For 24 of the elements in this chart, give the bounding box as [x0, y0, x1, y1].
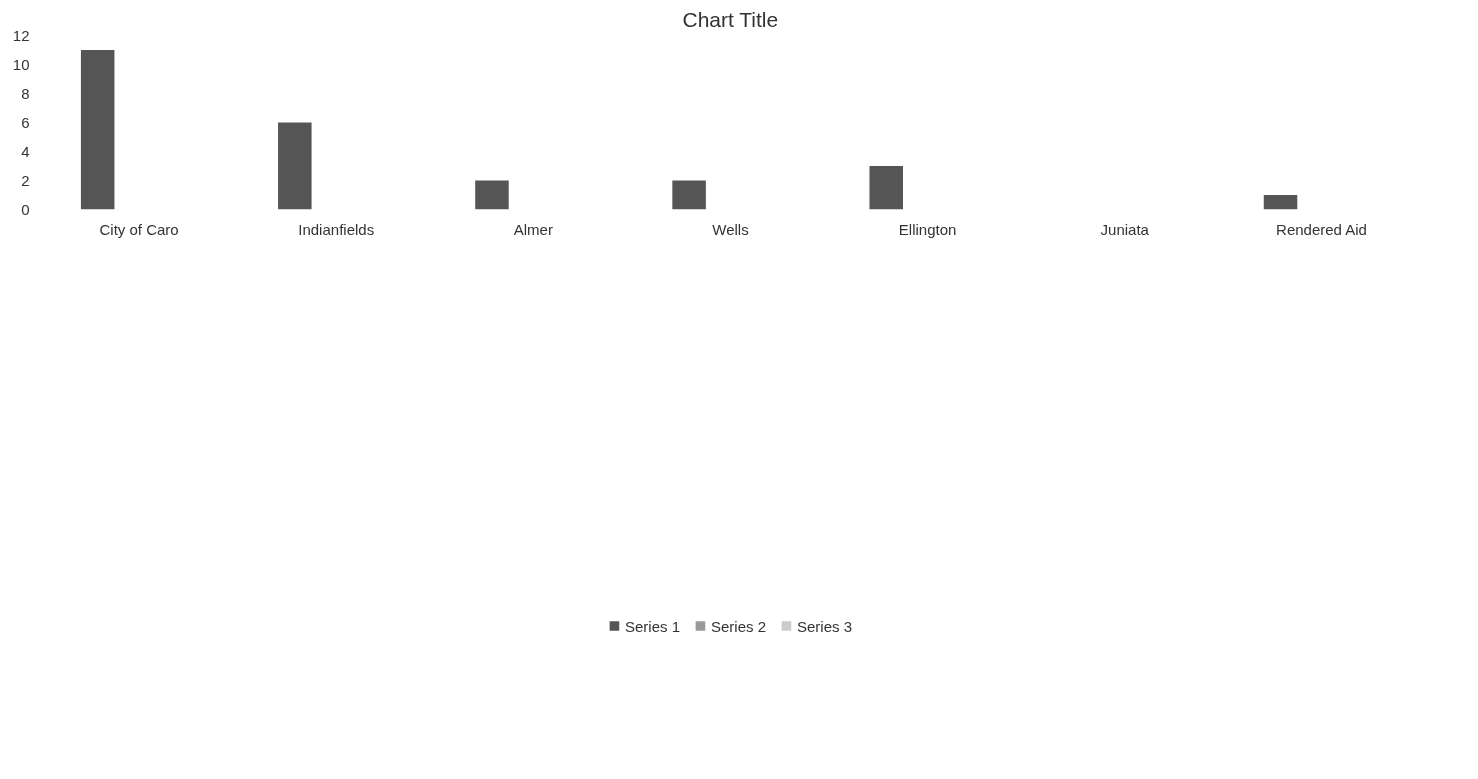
y-tick-label: 6: [21, 113, 30, 131]
chart-title: Chart Title: [682, 7, 779, 31]
x-tick-label: Ellington: [898, 220, 957, 238]
y-tick-label: 0: [21, 200, 30, 218]
legend-label: Series 3: [797, 617, 853, 635]
bar: [475, 180, 509, 210]
x-tick-label: Almer: [513, 220, 553, 238]
x-tick-label: City of Caro: [99, 220, 179, 238]
x-tick-label: Wells: [712, 220, 749, 238]
y-tick-label: 2: [21, 171, 30, 189]
y-tick-label: 8: [21, 84, 30, 102]
x-tick-label: Rendered Aid: [1276, 220, 1367, 238]
y-tick-label: 12: [12, 26, 30, 44]
bar: [869, 166, 903, 210]
y-tick-label: 10: [12, 55, 30, 73]
bar: [278, 122, 312, 210]
bar: [672, 180, 706, 210]
y-tick-label: 4: [21, 142, 30, 160]
bar: [1263, 195, 1298, 210]
bar: [80, 50, 115, 210]
legend-label: Series 1: [624, 617, 680, 635]
x-tick-label: Indianfields: [298, 220, 375, 238]
x-tick-label: Juniata: [1100, 220, 1150, 238]
legend-label: Series 2: [710, 617, 767, 635]
